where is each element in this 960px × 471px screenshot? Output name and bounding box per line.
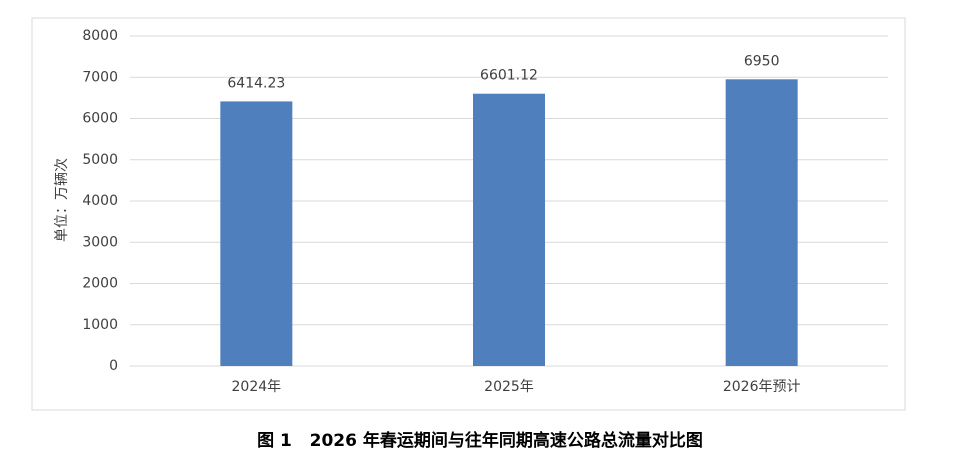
y-tick-label: 0: [109, 358, 118, 374]
data-label: 6414.23: [227, 75, 285, 91]
x-tick-label: 2026年预计: [723, 379, 801, 395]
y-tick-label: 1000: [82, 317, 118, 333]
y-tick-label: 2000: [82, 276, 118, 292]
x-tick-label: 2024年: [232, 379, 282, 395]
y-tick-label: 4000: [82, 193, 118, 209]
y-tick-label: 3000: [82, 234, 118, 250]
y-tick-label: 8000: [82, 28, 118, 44]
bar: [725, 79, 798, 366]
caption: 图 1 2026 年春运期间与往年同期高速公路总流量对比图: [257, 430, 703, 451]
bar: [473, 93, 545, 366]
data-label: 6601.12: [480, 68, 538, 84]
y-tick-label: 5000: [82, 152, 118, 168]
y-tick-label: 6000: [82, 111, 118, 127]
bar: [220, 101, 293, 366]
data-label: 6950: [744, 53, 780, 69]
x-tick-label: 2025年: [484, 379, 534, 395]
y-tick-label: 7000: [82, 69, 118, 85]
y-axis-label: 单位：万辆次: [54, 158, 70, 242]
